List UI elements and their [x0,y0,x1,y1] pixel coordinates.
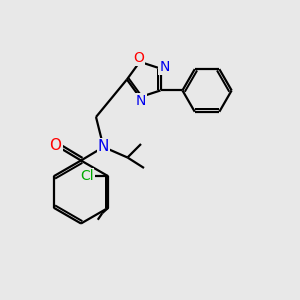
Text: N: N [136,94,146,108]
Text: O: O [50,138,61,153]
Text: N: N [98,140,109,154]
Text: N: N [159,60,170,74]
Text: Cl: Cl [80,169,94,183]
Text: O: O [133,51,144,65]
